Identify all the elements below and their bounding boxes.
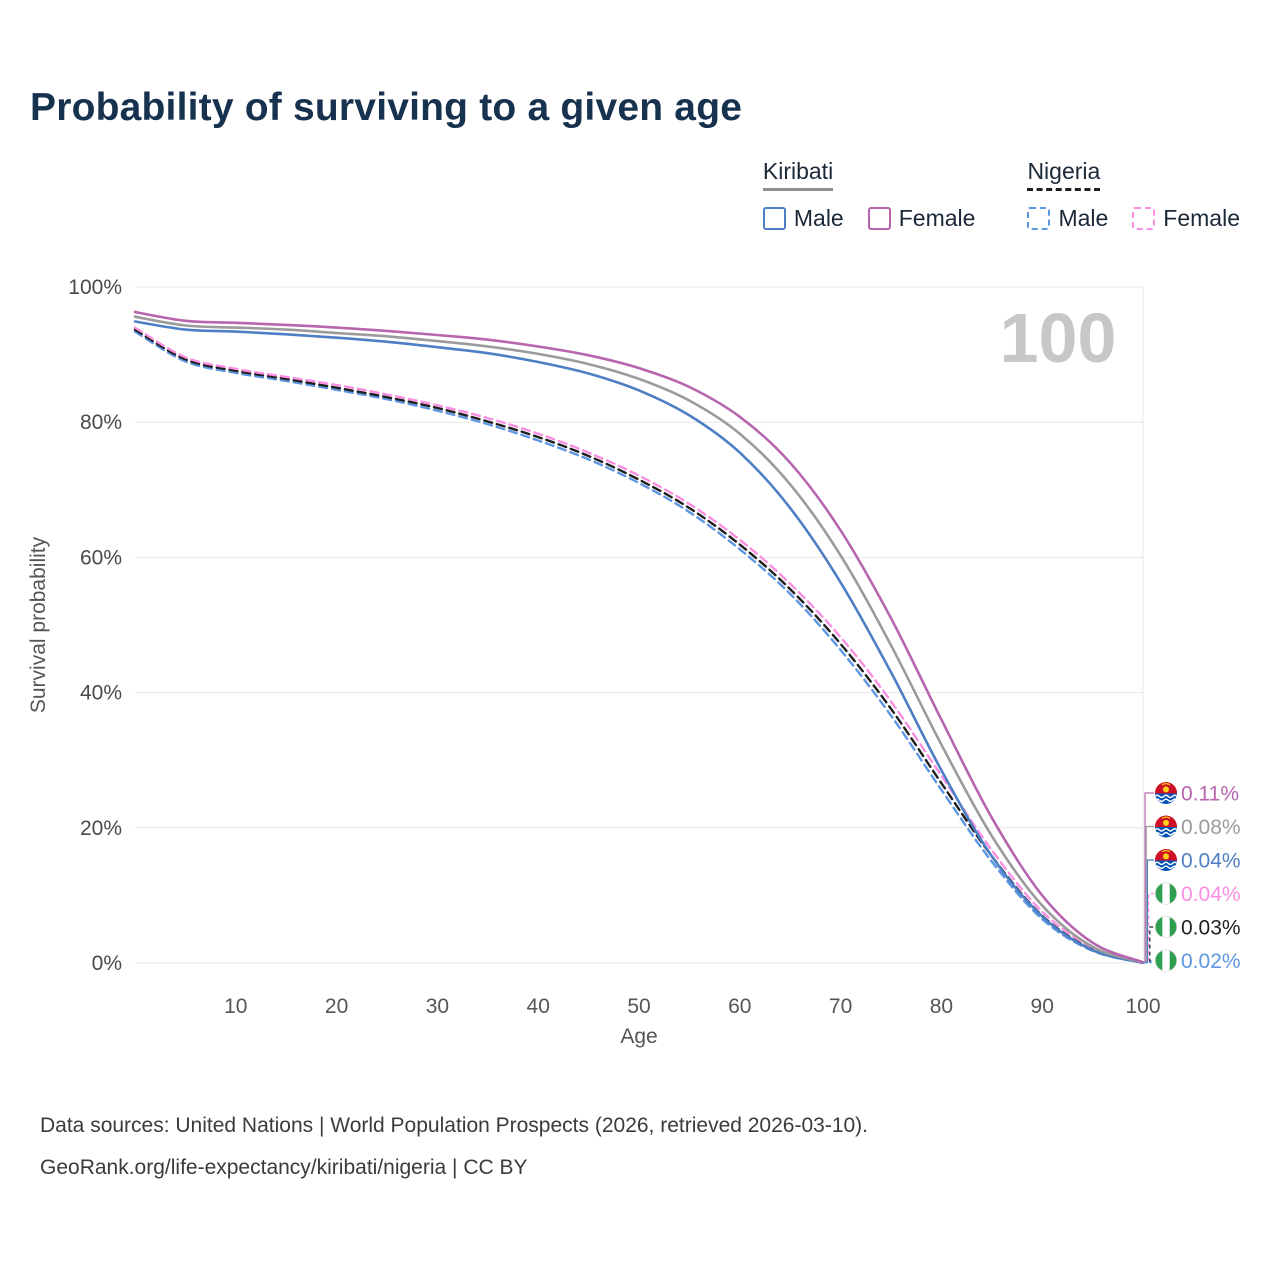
footer-attribution: GeoRank.org/life-expectancy/kiribati/nig…	[40, 1156, 528, 1179]
end-label-value-kiribati-both-sexes: 0.08%	[1181, 816, 1241, 839]
x-tick-label: 60	[728, 995, 751, 1018]
y-tick-label: 20%	[80, 817, 122, 840]
y-tick-label: 0%	[92, 952, 122, 975]
legend-item-label: Male	[1058, 205, 1109, 231]
legend-item-kiribati-female[interactable]: Female	[867, 205, 976, 232]
kiribati-flag-icon	[1155, 782, 1177, 804]
end-label-value-nigeria-female: 0.04%	[1181, 883, 1241, 906]
kiribati-flag-icon	[1155, 849, 1177, 871]
end-label-value-kiribati-female: 0.11%	[1181, 783, 1239, 806]
series-line-nigeria-male	[133, 330, 1145, 965]
nigeria-male-swatch-icon	[1027, 207, 1051, 230]
y-tick-label: 60%	[80, 546, 122, 569]
kiribati-male-swatch-icon	[762, 207, 786, 230]
end-label-value-nigeria-male: 0.02%	[1181, 950, 1241, 973]
nigeria-flag-icon	[1154, 882, 1178, 905]
legend-item-nigeria-female[interactable]: Female	[1132, 205, 1240, 232]
legend-item-label: Female	[898, 205, 976, 231]
legend-header-kiribati: Kiribati	[762, 158, 834, 191]
nigeria-flag-icon	[1154, 915, 1178, 939]
y-axis-title: Survival probability	[27, 536, 50, 713]
series-line-kiribati-female	[133, 310, 1145, 964]
x-tick-label: 20	[325, 995, 348, 1018]
series-line-kiribati-male	[133, 320, 1145, 964]
kiribati-female-swatch-icon	[867, 207, 891, 230]
x-tick-label: 70	[829, 995, 852, 1018]
footer: Data sources: United Nations | World Pop…	[40, 1105, 868, 1189]
legend-item-kiribati-male[interactable]: Male	[762, 205, 844, 232]
x-tick-label: 50	[627, 995, 650, 1018]
series-line-kiribati-both-sexes	[133, 315, 1145, 964]
x-axis: 10 20 30 40 50 60 70 80 90 100 Age	[224, 995, 1160, 1048]
x-axis-title: Age	[620, 1025, 657, 1048]
page-title: Probability of surviving to a given age	[30, 86, 743, 129]
legend-items-nigeria: Male Female	[1027, 205, 1240, 232]
x-tick-label: 40	[527, 995, 550, 1018]
chart-legend: Kiribati Male Female Nigeria Male Female	[762, 158, 1240, 232]
watermark-text: 100	[1000, 299, 1117, 377]
legend-group-nigeria: Nigeria Male Female	[1027, 158, 1240, 232]
footer-data-sources: Data sources: United Nations | World Pop…	[40, 1114, 869, 1137]
y-tick-label: 100%	[68, 276, 122, 299]
series-lines	[133, 310, 1145, 965]
gridlines: 0% 20% 40% 60% 80% 100%	[68, 276, 1144, 975]
legend-item-nigeria-male[interactable]: Male	[1027, 205, 1108, 232]
survival-probability-chart: 0% 20% 40% 60% 80% 100% 10 20 30 40 50 60 70 80 90 100 A…	[27, 276, 1241, 1048]
y-tick-label: 80%	[80, 411, 122, 434]
nigeria-flag-icon	[1154, 949, 1178, 972]
legend-item-label: Male	[793, 205, 844, 231]
legend-item-label: Female	[1163, 205, 1240, 231]
end-labels: 0.11% 0.08% 0.04% 0.04% 0.03% 0.02%	[1143, 782, 1241, 973]
x-tick-label: 30	[426, 995, 449, 1018]
end-label-value-nigeria-both-sexes: 0.03%	[1181, 917, 1241, 940]
y-tick-label: 40%	[80, 682, 122, 705]
x-tick-label: 80	[930, 995, 953, 1018]
nigeria-female-swatch-icon	[1132, 207, 1156, 230]
x-tick-label: 90	[1031, 995, 1054, 1018]
x-tick-label: 100	[1125, 995, 1160, 1018]
kiribati-flag-icon	[1155, 815, 1177, 838]
legend-items-kiribati: Male Female	[762, 205, 976, 232]
legend-group-kiribati: Kiribati Male Female	[762, 158, 976, 232]
legend-header-nigeria: Nigeria	[1027, 158, 1101, 191]
end-label-value-kiribati-male: 0.04%	[1181, 850, 1241, 873]
series-line-nigeria-female	[133, 326, 1145, 964]
x-tick-label: 10	[224, 995, 247, 1018]
series-line-nigeria-both-sexes	[133, 328, 1145, 964]
end-label-connector	[1143, 959, 1154, 964]
